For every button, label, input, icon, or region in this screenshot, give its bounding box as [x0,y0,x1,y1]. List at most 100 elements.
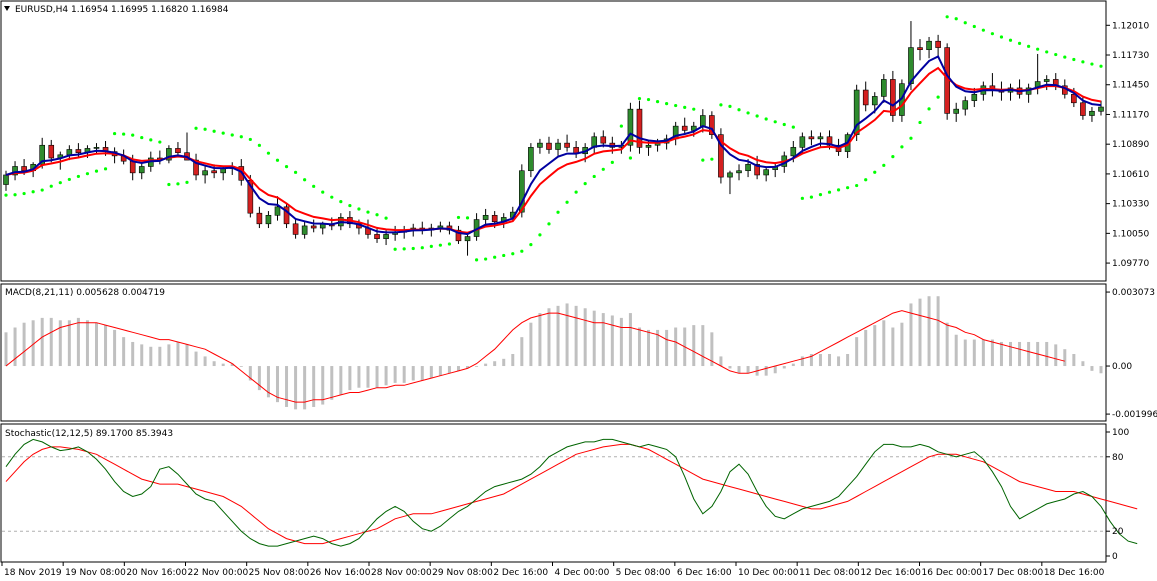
sar-dot [855,183,859,188]
sar-dot [610,160,614,164]
sar-dot [800,196,804,200]
candle-body [926,40,932,51]
macd-bar [900,322,904,367]
sar-dot [719,103,723,107]
macd-panel[interactable] [0,283,1107,422]
stochastic-levels [2,456,1105,532]
macd-bar [94,322,98,367]
candle-body [808,136,815,140]
price-tick-label: 1.09770 [1112,259,1149,269]
macd-bar [58,320,62,367]
macd-bar [556,305,560,367]
candle-body [455,229,462,242]
sar-dot [846,186,850,190]
price-title: EURUSD,H4 1.16954 1.16995 1.16820 1.1698… [4,5,229,15]
sar-dot [411,246,415,251]
symbol-title: EURUSD,H4 1.16954 1.16995 1.16820 1.1698… [15,5,229,15]
macd-bar [818,354,822,367]
candle-body [292,223,299,235]
sar-dot [637,96,642,101]
macd-bar [493,361,497,367]
macd-bar [1081,361,1085,367]
stochastic-tick-label: 80 [1112,453,1124,463]
sar-dot [420,246,424,250]
sar-dot [185,180,189,184]
sar-dot [357,207,361,211]
macd-bar [882,320,886,367]
macd-bar [85,320,89,367]
time-tick-label: 16 Dec 00:00 [922,568,983,578]
candle-body [220,168,226,174]
sar-dot [239,135,243,139]
sar-dot [76,174,80,179]
sar-dot [402,247,406,251]
macd-bar [67,320,71,367]
macd-bar [1027,341,1031,367]
sar-dot [764,117,768,121]
sar-dot [502,253,506,258]
macd-bar [447,366,451,374]
sar-dot [782,122,786,127]
candle-body [310,225,317,229]
sar-dot [791,125,795,129]
macd-bar [800,356,804,367]
stochastic-panel[interactable] [0,423,1107,563]
sar-dot [900,145,904,149]
macd-bar [411,366,415,381]
sar-dot [529,242,533,247]
macd-bar [122,337,126,367]
time-tick-label: 28 Nov 00:00 [371,568,432,578]
sar-dot [773,120,777,124]
price-panel[interactable] [0,0,1107,282]
macd-bar [837,356,841,367]
candle-body [636,108,643,148]
candle-body [21,166,27,172]
price-tick-label: 1.10610 [1112,170,1149,180]
candle-body [12,166,18,176]
candle-body [1080,102,1086,116]
sar-dot [167,182,171,187]
parabolic-sar-dots [4,15,1103,262]
macd-bar [357,366,361,388]
time-tick-label: 6 Dec 16:00 [677,568,732,578]
candle-body [853,89,860,135]
macd-bar [954,334,958,367]
candle-body [881,79,887,97]
macd-bar [13,327,17,367]
candle-body [1098,106,1104,112]
candle-body [48,144,55,159]
macd-bar [918,298,922,367]
macd-bar [1009,341,1013,367]
candle-body [283,206,290,225]
sar-dot [203,127,207,131]
stochastic-main-line [5,438,1138,547]
candle-body [129,160,136,174]
candle-body [383,234,389,239]
sar-dot [465,216,470,220]
time-tick-label: 11 Dec 08:00 [799,568,860,578]
time-tick-label: 10 Dec 00:00 [738,568,799,578]
price-tick-label: 1.10890 [1112,140,1149,150]
candle-body [66,149,73,156]
sar-dot [538,233,542,237]
macd-bar [1045,341,1049,367]
sar-dot [348,203,352,208]
time-tick-label: 18 Dec 16:00 [1044,568,1105,578]
sar-dot [981,28,985,32]
macd-bar [303,366,307,410]
macd-bar [312,366,316,407]
macd-title: MACD(8,21,11) 0.005628 0.004719 [5,288,165,298]
time-tick-label: 12 Dec 16:00 [860,568,921,578]
macd-bar [737,366,741,374]
macd-bar [574,305,578,367]
sar-dot [176,182,180,186]
macd-bar [547,308,551,367]
sar-dot [131,133,135,137]
sar-dot [330,195,334,199]
candle-body [700,115,706,127]
sar-dot [230,133,234,137]
price-axis: 1.12010 1.11730 1.11450 1.11170 1.10890 1.106… [1106,21,1149,269]
sar-dot [140,135,144,140]
macd-bar [375,366,379,388]
